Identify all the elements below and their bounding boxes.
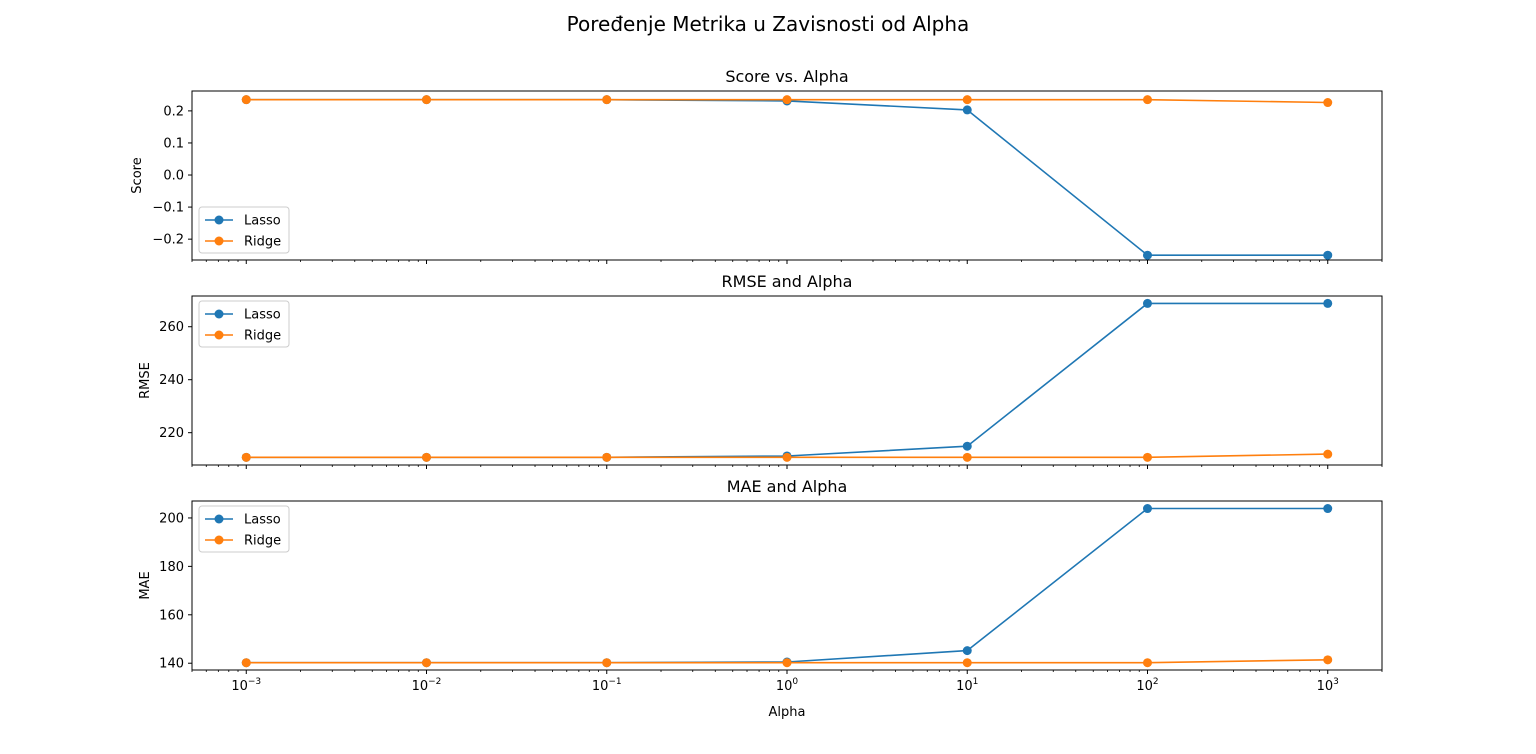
subplot-title: MAE and Alpha [727, 477, 848, 496]
legend-label: Lasso [244, 214, 281, 229]
data-point [602, 452, 612, 462]
data-point [1323, 98, 1333, 108]
y-tick-label: 160 [159, 608, 184, 623]
x-tick-label: 10−3 [231, 677, 261, 694]
data-point [962, 105, 972, 115]
x-tick-label: 103 [1317, 677, 1339, 694]
y-tick-label: 180 [159, 560, 184, 575]
data-point [241, 658, 251, 668]
legend-label: Lasso [244, 513, 281, 528]
subplot-3: MAE and Alpha MAE 140 160 180 200 10−3 10−2 10−1… [138, 477, 1383, 720]
legend-label: Ridge [244, 534, 281, 549]
legend-marker [214, 309, 224, 319]
y-tick-label: 140 [159, 657, 184, 672]
legend-label: Ridge [244, 235, 281, 250]
x-tick-label: 10−1 [592, 677, 622, 694]
data-point [241, 452, 251, 462]
series-ridge [241, 449, 1333, 462]
subplot-title: Score vs. Alpha [725, 67, 848, 86]
data-point [1142, 298, 1152, 308]
x-axis-label: Alpha [769, 705, 806, 720]
data-point [1323, 655, 1333, 665]
legend: Lasso Ridge [198, 300, 290, 348]
axes-frame [191, 90, 1383, 261]
y-tick-label: 0.1 [163, 136, 184, 151]
y-tick-label: 0.0 [163, 169, 184, 184]
x-tick-label: 101 [956, 677, 978, 694]
legend-marker [214, 236, 224, 246]
axes-frame [191, 500, 1383, 671]
x-tick-label: 10−2 [412, 677, 442, 694]
legend-marker [214, 330, 224, 340]
data-point [962, 658, 972, 668]
subplot-2: RMSE and Alpha RMSE 220 240 260 Lasso Ridge [138, 272, 1383, 469]
data-point [962, 452, 972, 462]
data-point [1142, 452, 1152, 462]
data-point [962, 441, 972, 451]
y-tick-label: −0.2 [152, 233, 184, 248]
data-point [1142, 95, 1152, 105]
figure-title: Poređenje Metrika u Zavisnosti od Alpha [567, 12, 970, 36]
data-point [241, 95, 251, 105]
data-point [1323, 504, 1333, 514]
y-tick-label: 0.2 [163, 104, 184, 119]
y-tick-label: 240 [159, 373, 184, 388]
legend-label: Ridge [244, 329, 281, 344]
series-ridge [241, 95, 1333, 108]
data-point [1323, 298, 1333, 308]
y-axis-label: MAE [138, 571, 153, 599]
legend-marker [214, 514, 224, 524]
axes-frame [191, 295, 1383, 466]
legend: Lasso Ridge [198, 206, 290, 254]
y-tick-label: 220 [159, 426, 184, 441]
legend: Lasso Ridge [198, 505, 290, 553]
x-tick-label: 100 [776, 677, 799, 694]
y-tick-label: 200 [159, 511, 184, 526]
y-axis-label: RMSE [138, 362, 153, 399]
data-point [1323, 449, 1333, 459]
data-point [962, 646, 972, 656]
legend-marker [214, 215, 224, 225]
data-point [962, 95, 972, 105]
data-point [422, 452, 432, 462]
y-axis-label: Score [130, 157, 145, 193]
y-tick-label: −0.1 [152, 201, 184, 216]
series-ridge [241, 655, 1333, 668]
data-point [782, 452, 792, 462]
data-point [1142, 504, 1152, 514]
data-point [782, 95, 792, 105]
data-point [602, 658, 612, 668]
x-tick-label: 102 [1136, 677, 1158, 694]
data-point [1142, 250, 1152, 260]
data-point [422, 658, 432, 668]
legend-marker [214, 535, 224, 545]
data-point [782, 658, 792, 668]
subplots: Score vs. Alpha Score −0.2 −0.1 0.0 0.1 0.2 Las… [130, 67, 1383, 720]
data-point [602, 95, 612, 105]
subplot-1: Score vs. Alpha Score −0.2 −0.1 0.0 0.1 0.2 Las… [130, 67, 1383, 264]
legend-label: Lasso [244, 308, 281, 323]
subplot-title: RMSE and Alpha [722, 272, 853, 291]
data-point [1323, 250, 1333, 260]
data-point [422, 95, 432, 105]
data-point [1142, 658, 1152, 668]
y-tick-label: 260 [159, 320, 184, 335]
